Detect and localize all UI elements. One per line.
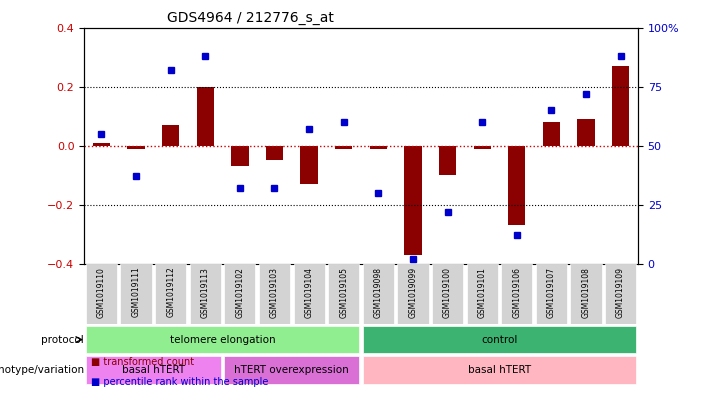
FancyBboxPatch shape [86,264,117,324]
Text: GSM1019104: GSM1019104 [305,267,313,318]
Bar [612,66,629,145]
Bar [369,145,387,149]
FancyBboxPatch shape [362,326,637,353]
FancyBboxPatch shape [397,264,428,324]
Text: GSM1019111: GSM1019111 [132,267,140,318]
FancyBboxPatch shape [362,356,637,384]
Bar [162,125,179,145]
FancyBboxPatch shape [501,264,532,324]
Bar [266,145,283,160]
FancyBboxPatch shape [328,264,360,324]
Text: ■ percentile rank within the sample: ■ percentile rank within the sample [91,377,268,387]
Bar [231,145,249,166]
Text: GSM1019113: GSM1019113 [200,267,210,318]
FancyBboxPatch shape [294,264,325,324]
Text: hTERT overexpression: hTERT overexpression [234,365,349,375]
Text: GSM1019098: GSM1019098 [374,267,383,318]
Text: basal hTERT: basal hTERT [122,365,185,375]
Text: telomere elongation: telomere elongation [170,334,275,345]
Bar [404,145,421,255]
Bar [508,145,526,225]
Bar [578,119,594,145]
Bar [543,122,560,145]
Bar [128,145,144,149]
Bar [439,145,456,175]
Text: GSM1019099: GSM1019099 [409,267,417,318]
FancyBboxPatch shape [467,264,498,324]
FancyBboxPatch shape [432,264,463,324]
FancyBboxPatch shape [536,264,567,324]
Text: ■ transformed count: ■ transformed count [91,358,194,367]
Text: GSM1019108: GSM1019108 [582,267,590,318]
Bar [473,145,491,149]
FancyBboxPatch shape [190,264,221,324]
Text: protocol: protocol [41,334,84,345]
Bar [335,145,353,149]
FancyBboxPatch shape [155,264,186,324]
FancyBboxPatch shape [571,264,601,324]
FancyBboxPatch shape [362,264,394,324]
Text: GSM1019109: GSM1019109 [616,267,625,318]
Bar [196,86,214,145]
Text: control: control [482,334,517,345]
FancyBboxPatch shape [86,326,360,353]
Text: GDS4964 / 212776_s_at: GDS4964 / 212776_s_at [167,11,334,25]
Text: GSM1019112: GSM1019112 [166,267,175,318]
Text: GSM1019103: GSM1019103 [270,267,279,318]
FancyBboxPatch shape [86,356,221,384]
FancyBboxPatch shape [224,356,360,384]
Text: GSM1019110: GSM1019110 [97,267,106,318]
Text: GSM1019106: GSM1019106 [512,267,522,318]
FancyBboxPatch shape [605,264,637,324]
Text: genotype/variation: genotype/variation [0,365,84,375]
FancyBboxPatch shape [259,264,290,324]
FancyBboxPatch shape [121,264,151,324]
Text: GSM1019100: GSM1019100 [443,267,452,318]
Text: GSM1019105: GSM1019105 [339,267,348,318]
Bar [301,145,318,184]
Text: basal hTERT: basal hTERT [468,365,531,375]
Text: GSM1019107: GSM1019107 [547,267,556,318]
Text: GSM1019102: GSM1019102 [236,267,245,318]
FancyBboxPatch shape [224,264,255,324]
Bar [93,143,110,145]
Text: GSM1019101: GSM1019101 [477,267,486,318]
